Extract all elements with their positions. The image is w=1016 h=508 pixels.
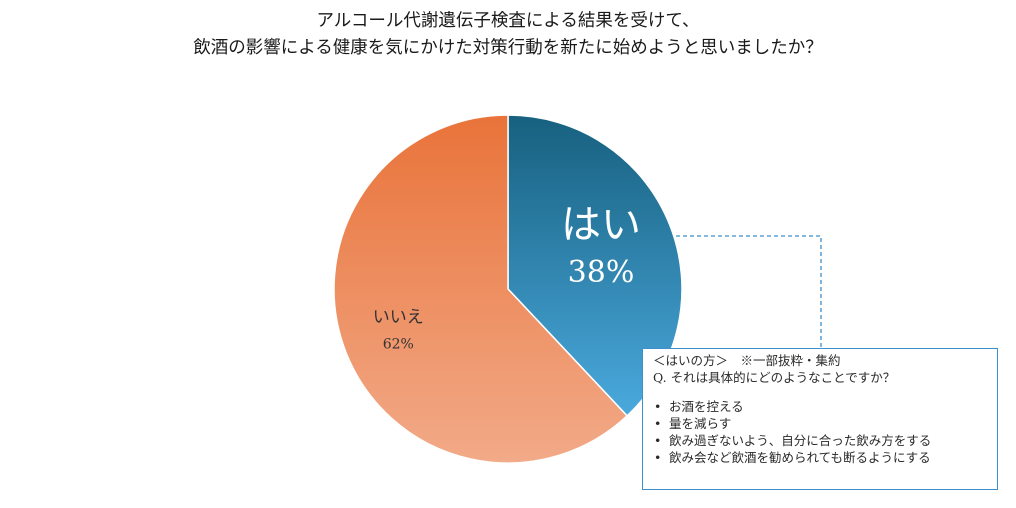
chart-title-line-2: 飲酒の影響による健康を気にかけた対策行動を新たに始めようと思いましたか？: [193, 38, 823, 58]
slice-label-no: いいえ: [373, 307, 424, 327]
slice-value-no: 62%: [383, 336, 414, 352]
slice-label-yes: はい: [561, 202, 641, 248]
slice-value-yes: 38%: [568, 255, 635, 290]
note-item: 飲み会など飲酒を勧められても断るようにする: [653, 449, 989, 466]
note-item: お酒を控える: [653, 398, 989, 415]
chart-title: アルコール代謝遺伝子検査による結果を受けて、 飲酒の影響による健康を気にかけた対…: [0, 8, 1016, 62]
note-item: 量を減らす: [653, 415, 989, 432]
note-header: ＜はいの方＞ ※一部抜粋・集約: [653, 353, 841, 368]
yes-respondents-note: ＜はいの方＞ ※一部抜粋・集約 Q. それは具体的にどのようなことですか？ お酒…: [642, 348, 998, 490]
note-question: Q. それは具体的にどのようなことですか？: [653, 370, 896, 385]
chart-title-line-1: アルコール代謝遺伝子検査による結果を受けて、: [316, 11, 700, 31]
note-item: 飲み過ぎないよう、自分に合った飲み方をする: [653, 432, 989, 449]
note-list: お酒を控える 量を減らす 飲み過ぎないよう、自分に合った飲み方をする 飲み会など…: [653, 398, 989, 466]
pie-slice-no: [333, 114, 629, 464]
callout-connector-line: [676, 235, 822, 348]
